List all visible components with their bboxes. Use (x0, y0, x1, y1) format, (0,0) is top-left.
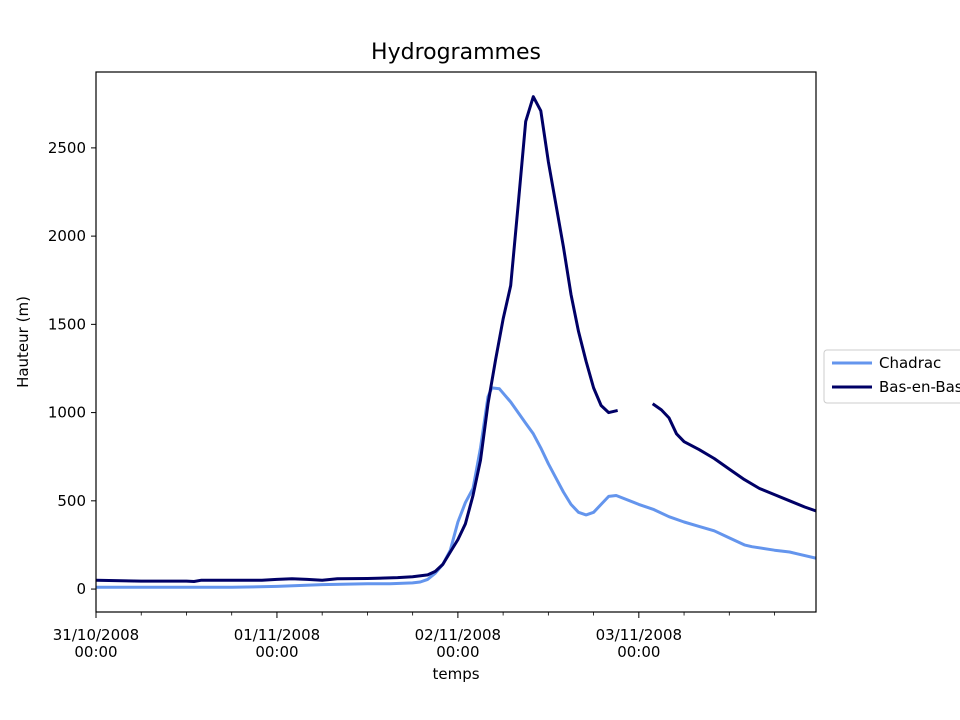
series-line-1 (96, 386, 816, 589)
x-tick-label-date: 03/11/2008 (596, 626, 682, 644)
series-line-2 (96, 95, 816, 583)
y-tick-label: 2000 (48, 227, 86, 245)
chart-title: Hydrogrammes (371, 40, 541, 65)
x-axis-label: temps (432, 665, 479, 683)
x-tick-label-time: 00:00 (617, 643, 660, 661)
x-tick-label-date: 31/10/2008 (53, 626, 139, 644)
series-lines (96, 95, 816, 589)
plot-frame (95, 71, 817, 613)
legend: Chadrac Bas-en-Basset (823, 349, 960, 404)
x-tick-label-date: 02/11/2008 (415, 626, 501, 644)
axes-ticks: 0500100015002000250031/10/200800:0001/11… (48, 139, 775, 661)
legend-label: Chadrac (879, 354, 941, 372)
y-tick-label: 2500 (48, 139, 86, 157)
y-tick-label: 1000 (48, 404, 86, 422)
x-tick-label-time: 00:00 (255, 643, 298, 661)
y-tick-label: 1500 (48, 315, 86, 333)
y-tick-label: 0 (76, 580, 86, 598)
y-tick-label: 500 (57, 492, 86, 510)
y-axis-label: Hauteur (m) (14, 296, 32, 388)
x-tick-label-time: 00:00 (74, 643, 117, 661)
x-tick-label-time: 00:00 (436, 643, 479, 661)
legend-label: Bas-en-Basset (879, 378, 960, 396)
x-tick-label-date: 01/11/2008 (234, 626, 320, 644)
